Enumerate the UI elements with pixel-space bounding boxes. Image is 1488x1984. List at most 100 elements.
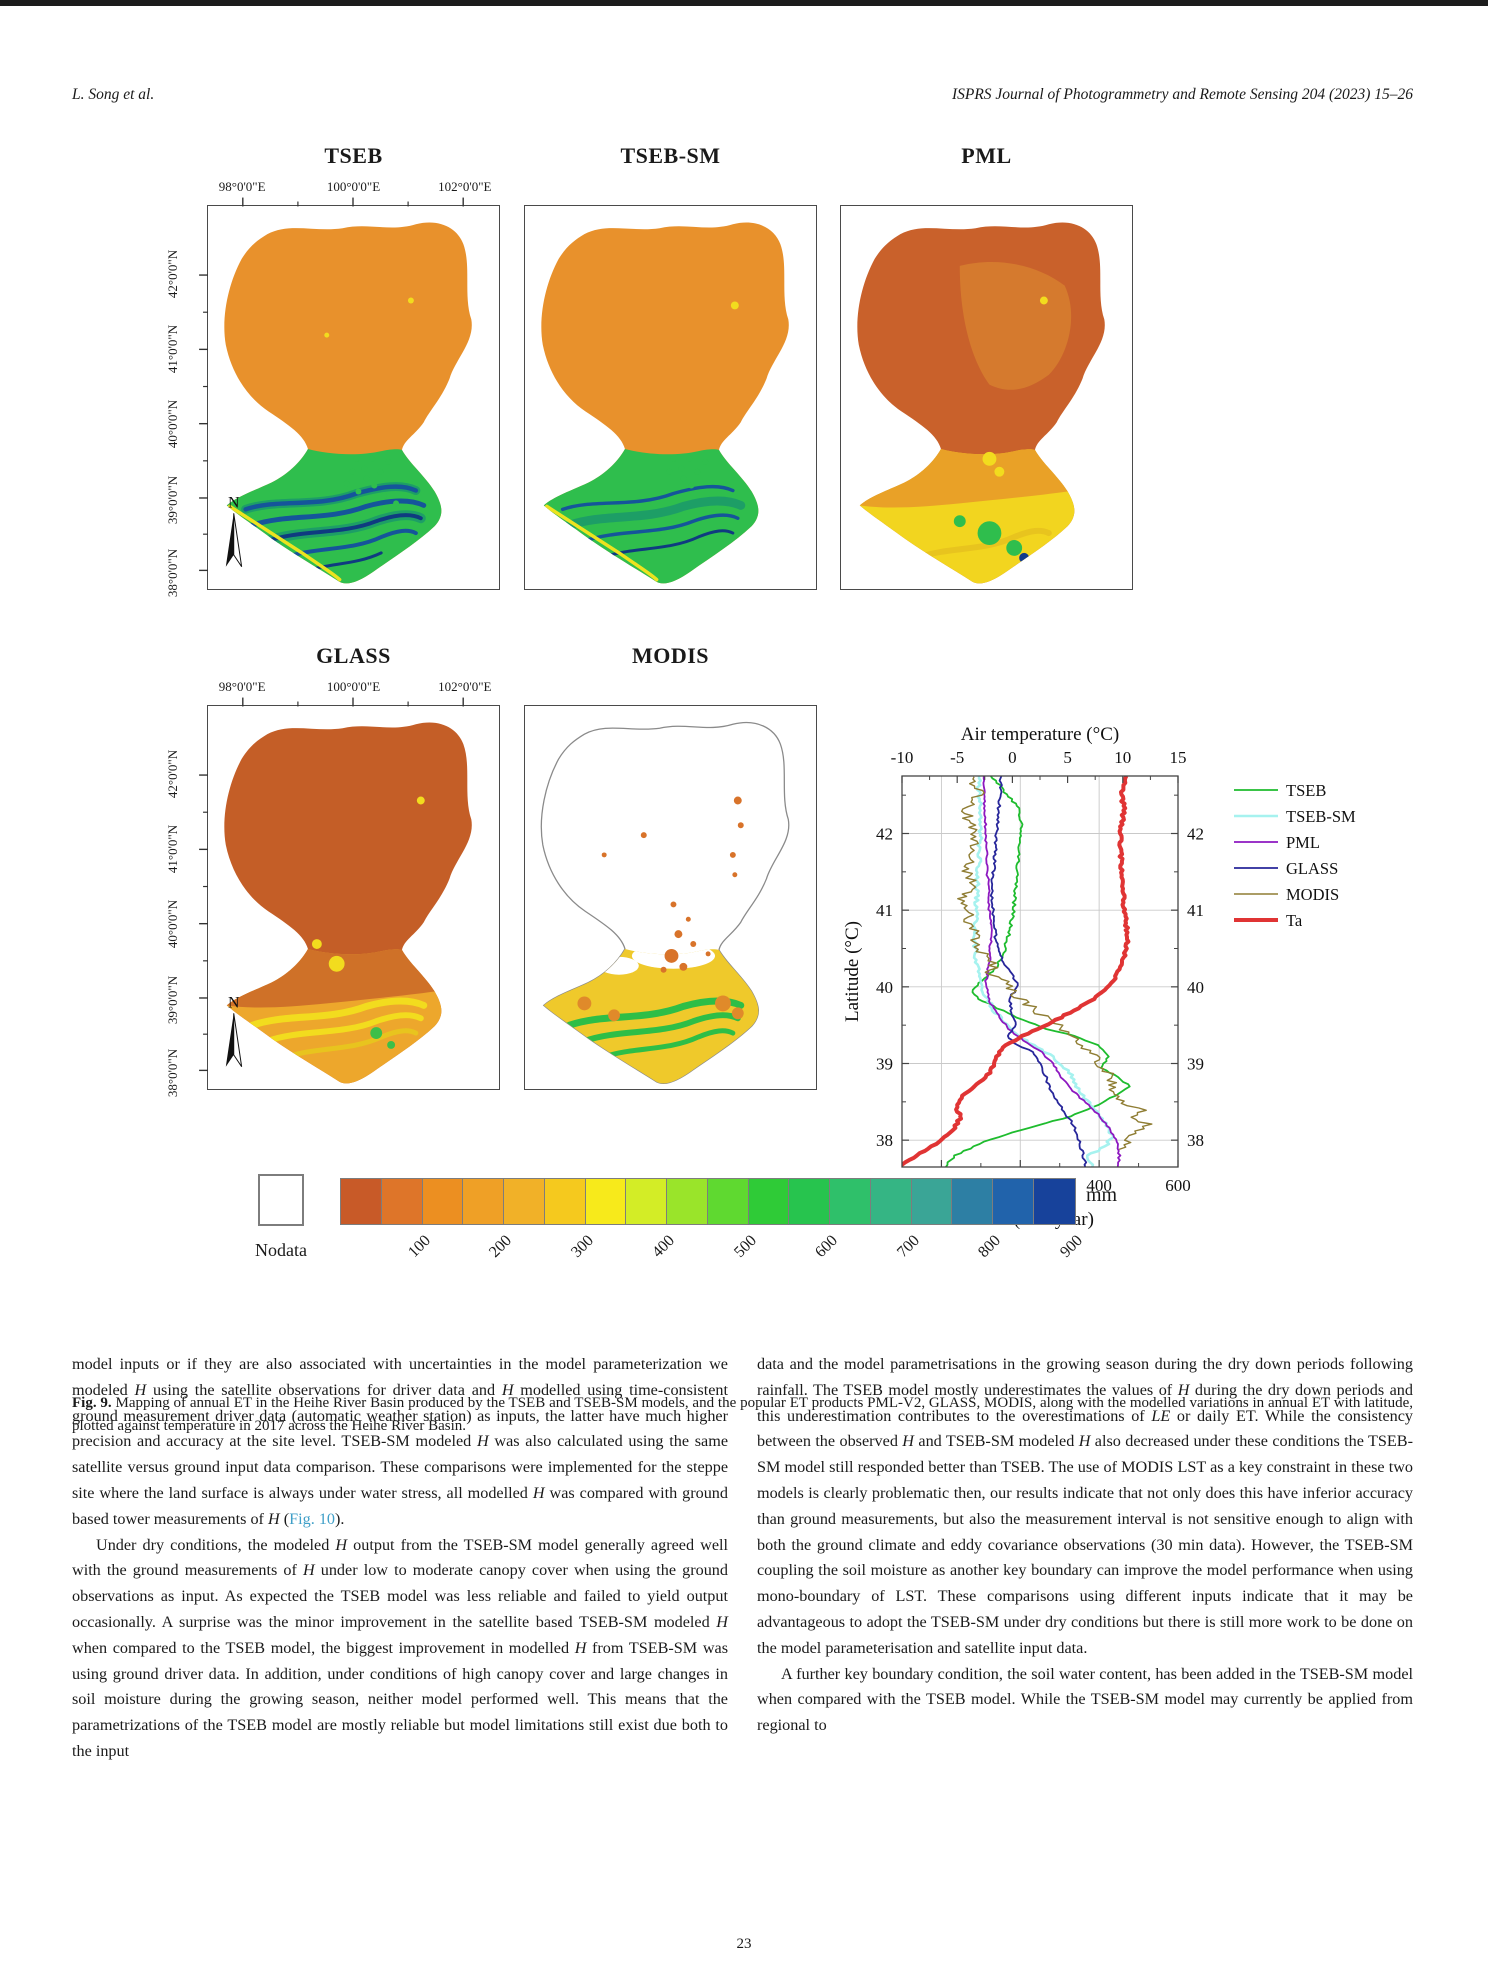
lon-tick-label: 102°0'0"E — [438, 179, 492, 194]
colorbar-cell — [463, 1179, 505, 1224]
svg-text:15: 15 — [1170, 748, 1187, 767]
lat-tick-label: 39°0'0"N — [165, 475, 180, 524]
text-segment: H — [574, 1638, 587, 1657]
text-segment: or daily ET. While the consistency betwe… — [757, 1406, 1414, 1451]
body-paragraph: A further key boundary condition, the so… — [757, 1662, 1413, 1739]
series-TSEB-SM — [971, 776, 1115, 1167]
lat-tick-label: 40°0'0"N — [165, 400, 180, 449]
lat-tick-label: 41°0'0"N — [165, 825, 180, 874]
colorbar-cell — [952, 1179, 994, 1224]
north-arrow-icon: N — [225, 494, 243, 568]
colorbar-unit: mm — [1086, 1184, 1118, 1206]
colorbar-cell — [667, 1179, 708, 1224]
text-segment: Under dry conditions, the modeled — [96, 1535, 336, 1554]
text-segment: ). — [335, 1509, 345, 1528]
map-title-tseb: TSEB — [324, 143, 383, 168]
series-Ta — [902, 776, 1131, 1167]
svg-text:Latitude (°C): Latitude (°C) — [842, 921, 863, 1022]
colorbar-cell — [341, 1179, 382, 1224]
text-segment: Mapping of annual ET in the Heihe River … — [72, 1395, 1413, 1434]
north-arrow-icon: N — [225, 994, 243, 1068]
series-MODIS — [957, 776, 1153, 1151]
svg-text:39: 39 — [1187, 1055, 1204, 1074]
lon-tick-label: 98°0'0"E — [218, 179, 266, 194]
text-segment: H — [335, 1535, 348, 1554]
basin-map-tseb: N — [199, 197, 472, 584]
text-segment: H — [267, 1509, 280, 1528]
colorbar-tick-label: 900 — [1057, 1232, 1087, 1261]
svg-text:-5: -5 — [950, 748, 964, 767]
series-TSEB — [945, 776, 1131, 1167]
colorbar-tick-label: 800 — [975, 1232, 1005, 1261]
text-segment: and TSEB-SM modeled — [914, 1432, 1079, 1451]
text-segment: when compared to the TSEB model, the big… — [72, 1638, 575, 1657]
text-segment: output from the TSEB-SM model generally … — [72, 1535, 728, 1580]
colorbar-tick-label: 100 — [404, 1232, 434, 1261]
lat-tick-label: 38°0'0"N — [165, 1048, 180, 1097]
map-panel-tseb: TSEB N 98°0'0"E 100°0'0"E 102°0'0"E 42°0'0"N 4… — [165, 143, 500, 597]
svg-text:39: 39 — [876, 1055, 893, 1074]
lat-tick-label: 42°0'0"N — [165, 750, 180, 799]
svg-text:10: 10 — [1114, 748, 1131, 767]
colorbar-tick-label: 700 — [893, 1232, 923, 1261]
fig-10-link[interactable]: Fig. 10 — [289, 1509, 336, 1528]
svg-text:42: 42 — [1187, 825, 1204, 844]
text-segment: H — [902, 1432, 914, 1451]
legend-label-GLASS: GLASS — [1286, 859, 1338, 878]
text-segment: under low to moderate canopy cover when … — [72, 1561, 728, 1631]
colorbar-cell — [504, 1179, 545, 1224]
text-segment: was compared with ground based tower mea… — [72, 1483, 728, 1528]
page-top-rule — [0, 0, 1488, 6]
body-paragraph: Under dry conditions, the modeled H outp… — [72, 1533, 728, 1765]
legend-label-Ta: Ta — [1286, 911, 1303, 930]
text-segment: ( — [279, 1509, 290, 1528]
colorbar-tick-label: 500 — [730, 1232, 760, 1261]
running-journal: ISPRS Journal of Photogrammetry and Remo… — [951, 86, 1413, 103]
text-segment: LE — [1151, 1406, 1171, 1425]
colorbar-tick-label: 600 — [812, 1232, 842, 1261]
lon-tick-label: 100°0'0"E — [326, 679, 381, 694]
text-segment: H — [476, 1432, 489, 1451]
colorbar-cell — [422, 1179, 464, 1224]
svg-text:38: 38 — [1187, 1131, 1204, 1150]
basin-map-tsebsm — [541, 222, 789, 584]
map-panel-pml: PML — [840, 143, 1133, 590]
colorbar — [340, 1178, 1076, 1225]
lon-tick-label: 98°0'0"E — [218, 679, 266, 694]
et-latitude-chart-wrap: -10-505101502004006004242414140403939383… — [842, 718, 1482, 1278]
text-segment: H — [1078, 1432, 1091, 1451]
colorbar-cell — [381, 1179, 423, 1224]
lat-tick-label: 41°0'0"N — [165, 325, 180, 374]
nodata-swatch — [258, 1174, 304, 1226]
map-panel-tseb-sm: TSEB-SM — [524, 143, 817, 590]
map-title-modis: MODIS — [631, 643, 710, 668]
colorbar-cell — [626, 1179, 668, 1224]
svg-text:0: 0 — [1008, 748, 1017, 767]
text-segment: Fig. 9. — [72, 1395, 112, 1411]
svg-text:N: N — [228, 994, 240, 1011]
legend-label-TSEB-SM: TSEB-SM — [1286, 807, 1356, 826]
text-segment: modelled using time-consistent ground me… — [72, 1380, 728, 1451]
colorbar-cell — [748, 1179, 790, 1224]
lat-tick-label: 38°0'0"N — [165, 548, 180, 597]
text-segment: A further key boundary condition, the so… — [757, 1664, 1413, 1735]
lat-tick-label: 39°0'0"N — [165, 975, 180, 1024]
map-frame-tseb: N — [199, 197, 500, 590]
text-segment: model inputs or if they are also associa… — [72, 1355, 728, 1399]
et-colorbar: Nodata 100 200 300 400 500 600 700 800 900 mm — [198, 1166, 1338, 1306]
svg-text:Air temperature (°C): Air temperature (°C) — [961, 724, 1119, 745]
colorbar-cell — [911, 1179, 953, 1224]
colorbar-cell — [870, 1179, 912, 1224]
series-PML — [982, 776, 1122, 1167]
running-header: L. Song et al. ISPRS Journal of Photogra… — [72, 86, 1413, 104]
text-segment: during the dry down periods and this und… — [757, 1380, 1413, 1425]
svg-text:42: 42 — [876, 825, 893, 844]
colorbar-cell — [544, 1179, 586, 1224]
svg-text:400: 400 — [1086, 1176, 1112, 1195]
svg-text:41: 41 — [1187, 901, 1204, 920]
svg-text:-10: -10 — [891, 748, 914, 767]
basin-map-glass: N — [199, 697, 472, 1084]
map-panel-modis: MODIS — [524, 643, 817, 1090]
text-segment: H — [501, 1380, 514, 1399]
legend-label-TSEB: TSEB — [1286, 781, 1326, 800]
